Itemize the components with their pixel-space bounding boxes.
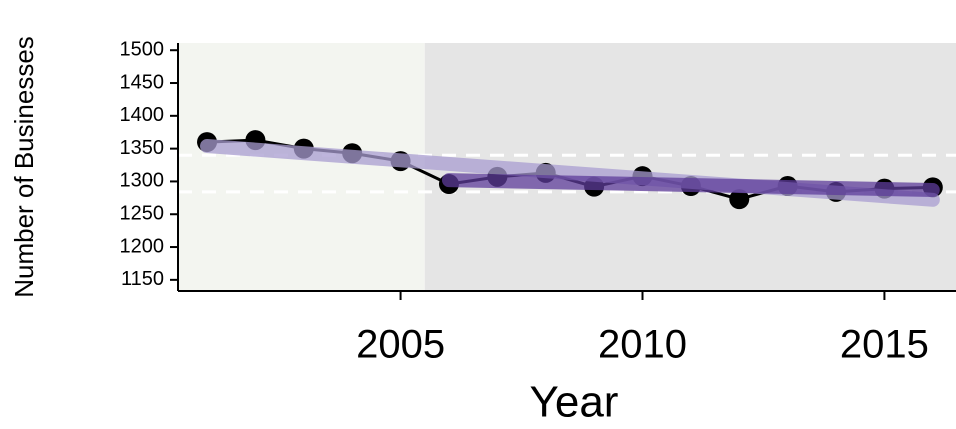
y-tick-label: 1200: [120, 235, 165, 257]
y-tick-label: 1400: [120, 104, 165, 126]
y-tick-label: 1350: [120, 137, 165, 159]
x-tick-label: 2010: [598, 323, 687, 367]
x-tick-label: 2005: [356, 323, 445, 367]
y-tick-label: 1250: [120, 203, 165, 225]
y-tick-label: 1450: [120, 71, 165, 93]
y-axis-label: Number of Businesses: [9, 36, 39, 298]
y-tick-label: 1500: [120, 38, 165, 60]
x-axis-label: Year: [530, 378, 619, 427]
shaded-region: [178, 43, 425, 291]
data-point: [729, 189, 750, 210]
x-tick-label: 2015: [840, 323, 929, 367]
y-tick-label: 1150: [121, 268, 164, 290]
trend-line: [441, 173, 940, 197]
y-tick-label: 1300: [120, 170, 165, 192]
